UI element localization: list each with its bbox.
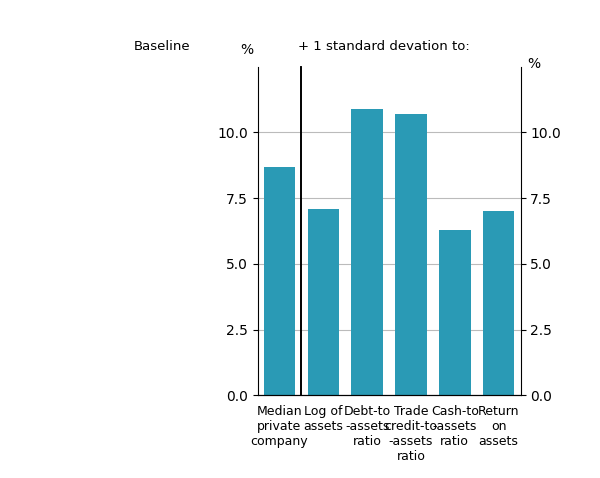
Bar xyxy=(352,109,383,395)
Bar xyxy=(439,229,470,395)
Text: Baseline: Baseline xyxy=(134,41,191,54)
Bar xyxy=(395,114,427,395)
Text: + 1 standard devation to:: + 1 standard devation to: xyxy=(298,41,470,54)
Y-axis label: %: % xyxy=(527,57,540,71)
Y-axis label: %: % xyxy=(241,43,254,57)
Bar xyxy=(308,208,339,395)
Bar xyxy=(263,166,295,395)
Bar xyxy=(483,211,514,395)
